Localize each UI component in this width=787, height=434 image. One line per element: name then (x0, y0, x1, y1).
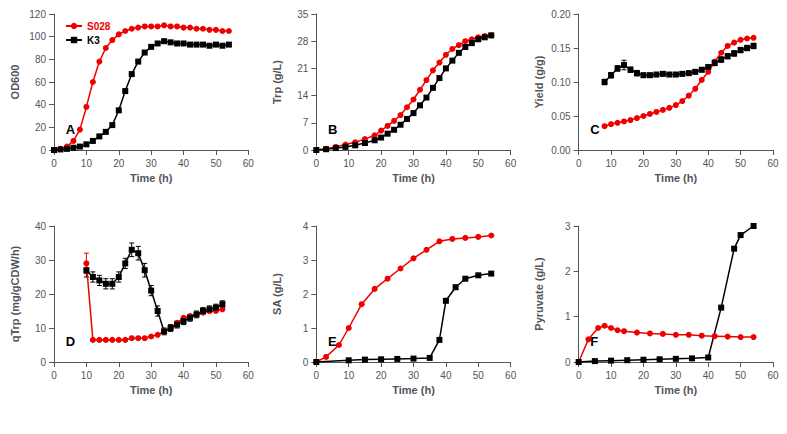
svg-text:0.20: 0.20 (551, 9, 571, 20)
svg-text:20: 20 (35, 122, 47, 133)
svg-text:0: 0 (576, 370, 582, 381)
svg-text:30: 30 (146, 158, 158, 169)
svg-text:100: 100 (29, 31, 46, 42)
svg-text:0.00: 0.00 (551, 145, 571, 156)
svg-text:0: 0 (565, 357, 571, 368)
svg-text:0: 0 (576, 158, 582, 169)
svg-text:60: 60 (505, 158, 517, 169)
svg-text:Time (h): Time (h) (130, 384, 173, 396)
svg-text:50: 50 (735, 370, 747, 381)
svg-text:Trp (g/L): Trp (g/L) (271, 60, 283, 104)
svg-text:50: 50 (473, 158, 485, 169)
svg-text:Time (h): Time (h) (655, 172, 698, 184)
svg-text:60: 60 (505, 370, 517, 381)
svg-text:20: 20 (113, 370, 125, 381)
svg-text:10: 10 (343, 370, 355, 381)
svg-text:20: 20 (376, 370, 388, 381)
svg-text:40: 40 (440, 158, 452, 169)
svg-text:30: 30 (670, 370, 682, 381)
svg-text:120: 120 (29, 9, 46, 20)
svg-text:2: 2 (565, 266, 571, 277)
svg-text:40: 40 (178, 370, 190, 381)
svg-text:28: 28 (297, 36, 309, 47)
svg-text:0: 0 (303, 357, 309, 368)
svg-text:50: 50 (210, 158, 222, 169)
svg-text:7: 7 (303, 117, 309, 128)
svg-text:10: 10 (605, 158, 617, 169)
svg-text:21: 21 (297, 63, 309, 74)
svg-text:50: 50 (735, 158, 747, 169)
svg-text:Pyruvate (g/L): Pyruvate (g/L) (533, 257, 545, 331)
svg-text:20: 20 (638, 158, 650, 169)
svg-text:0: 0 (51, 370, 57, 381)
svg-text:20: 20 (113, 158, 125, 169)
svg-text:0: 0 (303, 145, 309, 156)
svg-text:20: 20 (35, 289, 47, 300)
svg-text:50: 50 (210, 370, 222, 381)
svg-text:60: 60 (35, 77, 47, 88)
svg-text:0: 0 (51, 158, 57, 169)
svg-text:qTrp (mg/gCDW/h): qTrp (mg/gCDW/h) (9, 245, 21, 342)
svg-text:Yield (g/g): Yield (g/g) (533, 55, 545, 108)
svg-text:30: 30 (146, 370, 158, 381)
svg-text:20: 20 (376, 158, 388, 169)
svg-text:F: F (590, 334, 598, 349)
svg-text:1: 1 (303, 323, 309, 334)
svg-text:35: 35 (297, 9, 309, 20)
svg-text:OD600: OD600 (9, 65, 21, 100)
svg-text:0: 0 (314, 370, 320, 381)
svg-text:SA (g/L): SA (g/L) (271, 273, 283, 315)
svg-text:30: 30 (408, 370, 420, 381)
svg-text:30: 30 (408, 158, 420, 169)
svg-text:10: 10 (605, 370, 617, 381)
svg-text:B: B (328, 122, 337, 137)
svg-text:1: 1 (565, 311, 571, 322)
svg-text:0: 0 (40, 357, 46, 368)
svg-text:0.10: 0.10 (551, 77, 571, 88)
svg-text:40: 40 (440, 370, 452, 381)
svg-text:Time (h): Time (h) (655, 384, 698, 396)
svg-text:40: 40 (35, 221, 47, 232)
svg-text:4: 4 (303, 221, 309, 232)
svg-text:14: 14 (297, 90, 309, 101)
svg-text:3: 3 (565, 221, 571, 232)
svg-text:60: 60 (243, 158, 255, 169)
svg-text:Time (h): Time (h) (392, 384, 435, 396)
svg-text:D: D (66, 334, 75, 349)
svg-text:20: 20 (638, 370, 650, 381)
svg-text:A: A (66, 122, 76, 137)
svg-text:10: 10 (35, 323, 47, 334)
svg-text:0.05: 0.05 (551, 111, 571, 122)
svg-text:40: 40 (703, 158, 715, 169)
svg-text:S028: S028 (87, 21, 111, 32)
svg-text:40: 40 (35, 99, 47, 110)
svg-text:E: E (328, 334, 337, 349)
svg-text:40: 40 (703, 370, 715, 381)
svg-text:Time (h): Time (h) (130, 172, 173, 184)
svg-text:C: C (590, 122, 600, 137)
svg-text:2: 2 (303, 289, 309, 300)
svg-text:50: 50 (473, 370, 485, 381)
svg-text:K3: K3 (87, 35, 100, 46)
svg-text:Time (h): Time (h) (392, 172, 435, 184)
svg-text:10: 10 (81, 370, 93, 381)
svg-text:30: 30 (670, 158, 682, 169)
svg-text:60: 60 (243, 370, 255, 381)
svg-text:60: 60 (767, 158, 779, 169)
svg-text:10: 10 (81, 158, 93, 169)
svg-text:80: 80 (35, 54, 47, 65)
svg-text:30: 30 (35, 255, 47, 266)
svg-text:40: 40 (178, 158, 190, 169)
svg-text:10: 10 (343, 158, 355, 169)
svg-text:0.15: 0.15 (551, 43, 571, 54)
svg-text:60: 60 (767, 370, 779, 381)
svg-text:0: 0 (40, 145, 46, 156)
svg-text:0: 0 (314, 158, 320, 169)
svg-text:3: 3 (303, 255, 309, 266)
